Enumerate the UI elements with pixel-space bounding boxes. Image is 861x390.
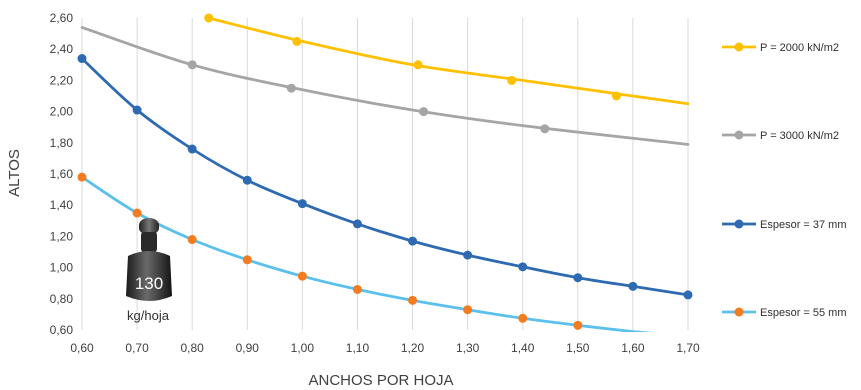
x-tick-label: 1,00 xyxy=(291,341,315,355)
y-tick-label: 2,60 xyxy=(50,11,74,25)
weight-body xyxy=(126,251,172,301)
data-point xyxy=(507,75,517,85)
legend-item: Espesor = 55 mm xyxy=(722,307,847,319)
x-tick-label: 1,30 xyxy=(456,341,480,355)
data-point xyxy=(518,313,528,323)
data-point xyxy=(242,255,252,265)
data-point xyxy=(242,175,252,185)
legend-label: Espesor = 37 mm xyxy=(760,219,847,231)
data-point xyxy=(573,320,583,330)
x-tick-label: 0,70 xyxy=(125,341,149,355)
series-1 xyxy=(204,13,690,106)
legend-marker xyxy=(734,307,744,317)
legend-item: Espesor = 37 mm xyxy=(722,219,847,231)
data-point xyxy=(187,144,197,154)
legend-item: P = 3000 kN/m2 xyxy=(722,130,839,142)
x-tick-label: 1,20 xyxy=(401,341,425,355)
data-point xyxy=(408,295,418,305)
x-axis-title: ANCHOS POR HOJA xyxy=(308,372,453,389)
x-tick-label: 0,60 xyxy=(70,341,94,355)
data-point xyxy=(204,13,214,23)
series-line xyxy=(80,57,690,297)
x-tick-label: 1,70 xyxy=(676,341,700,355)
y-tick-label: 2,40 xyxy=(50,42,74,56)
legend-item: P = 2000 kN/m2 xyxy=(722,42,839,54)
x-tick-label: 1,40 xyxy=(511,341,535,355)
data-point xyxy=(132,208,142,218)
data-point xyxy=(77,172,87,182)
series-2 xyxy=(80,26,690,146)
weight-value: 130 xyxy=(135,274,163,293)
data-point xyxy=(611,91,621,101)
legend-marker xyxy=(734,219,744,229)
legend-label: P = 2000 kN/m2 xyxy=(760,42,839,54)
y-tick-label: 1,80 xyxy=(50,136,74,150)
data-point xyxy=(132,105,142,115)
data-point xyxy=(540,124,550,134)
weight-neck xyxy=(141,232,157,252)
weight-knob xyxy=(139,218,159,235)
data-point xyxy=(683,290,693,300)
legend: P = 2000 kN/m2 P = 3000 kN/m2 Espesor = 37… xyxy=(722,42,847,319)
x-tick-label: 0,80 xyxy=(181,341,205,355)
data-point xyxy=(463,305,473,315)
data-point xyxy=(77,54,87,64)
legend-label: P = 3000 kN/m2 xyxy=(760,130,839,142)
data-point xyxy=(463,250,473,260)
data-point xyxy=(408,236,418,246)
y-axis-title: ALTOS xyxy=(6,149,23,197)
y-tick-label: 2,00 xyxy=(50,105,74,119)
legend-marker xyxy=(734,130,744,140)
y-tick-label: 1,20 xyxy=(50,229,74,243)
data-point xyxy=(292,36,302,46)
x-tick-label: 1,50 xyxy=(566,341,590,355)
data-point xyxy=(413,60,423,70)
data-point xyxy=(518,262,528,272)
y-tick-label: 1,00 xyxy=(50,261,74,275)
data-point xyxy=(352,219,362,229)
data-point xyxy=(419,107,429,117)
series-layer xyxy=(77,13,693,332)
series-3 xyxy=(77,54,693,300)
grid-lines xyxy=(81,18,689,330)
data-point xyxy=(187,60,197,70)
weight-icon: 130 xyxy=(126,218,172,301)
weight-unit-label: kg/hoja xyxy=(127,308,170,323)
data-point xyxy=(628,281,638,291)
legend-label: Espesor = 55 mm xyxy=(760,307,847,319)
x-tick-label: 0,90 xyxy=(236,341,260,355)
plot-area xyxy=(77,13,693,332)
y-tick-label: 1,60 xyxy=(50,167,74,181)
data-point xyxy=(573,273,583,283)
data-point xyxy=(286,83,296,93)
legend-marker xyxy=(734,42,744,52)
y-axis-ticks: 0,60 0,80 1,00 1,20 1,40 1,60 1,80 2,00 2,20 2,40… xyxy=(50,11,74,337)
data-point xyxy=(297,199,307,209)
series-line xyxy=(80,26,690,146)
series-line xyxy=(207,16,690,106)
x-tick-label: 1,10 xyxy=(346,341,370,355)
y-tick-label: 2,20 xyxy=(50,73,74,87)
data-point xyxy=(187,235,197,245)
series-4 xyxy=(77,172,654,332)
y-tick-label: 0,60 xyxy=(50,323,74,337)
data-point xyxy=(297,271,307,281)
x-axis-ticks: 0,60 0,70 0,80 0,90 1,00 1,10 1,20 1,30 1,40 1,50… xyxy=(70,341,700,355)
y-tick-label: 0,80 xyxy=(50,292,74,306)
data-point xyxy=(352,284,362,294)
x-tick-label: 1,60 xyxy=(621,341,645,355)
y-tick-label: 1,40 xyxy=(50,198,74,212)
